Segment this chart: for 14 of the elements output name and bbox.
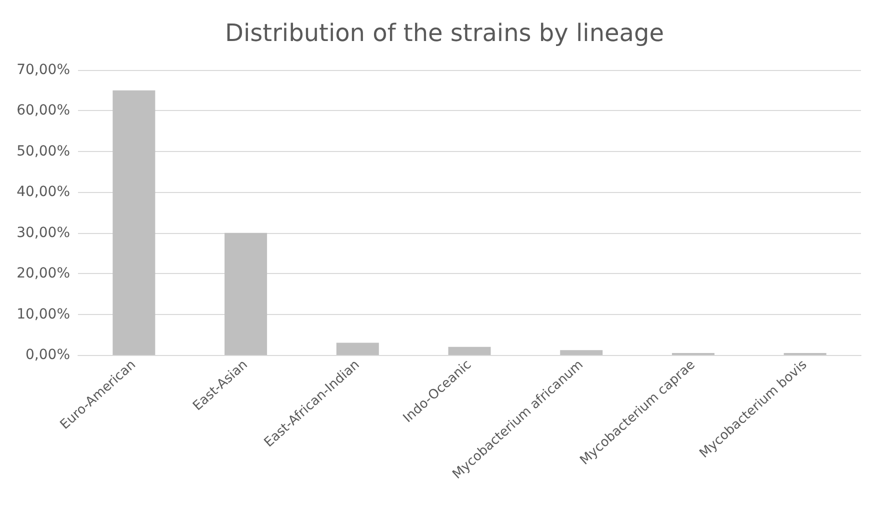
y-tick-label: 40,00%	[16, 184, 70, 200]
y-tick-label: 70,00%	[16, 62, 70, 78]
chart-title: Distribution of the strains by lineage	[224, 19, 664, 47]
bar	[224, 232, 268, 355]
y-tick-label: 60,00%	[16, 102, 70, 119]
bar	[336, 342, 379, 355]
y-tick-label: 0,00%	[26, 347, 70, 363]
y-tick-label: 10,00%	[16, 306, 70, 322]
y-tick-label: 20,00%	[16, 266, 70, 282]
bar	[448, 346, 491, 355]
y-tick-label: 50,00%	[16, 143, 70, 160]
y-tick-label: 30,00%	[16, 224, 70, 241]
bar	[112, 90, 156, 355]
bar	[560, 350, 603, 355]
